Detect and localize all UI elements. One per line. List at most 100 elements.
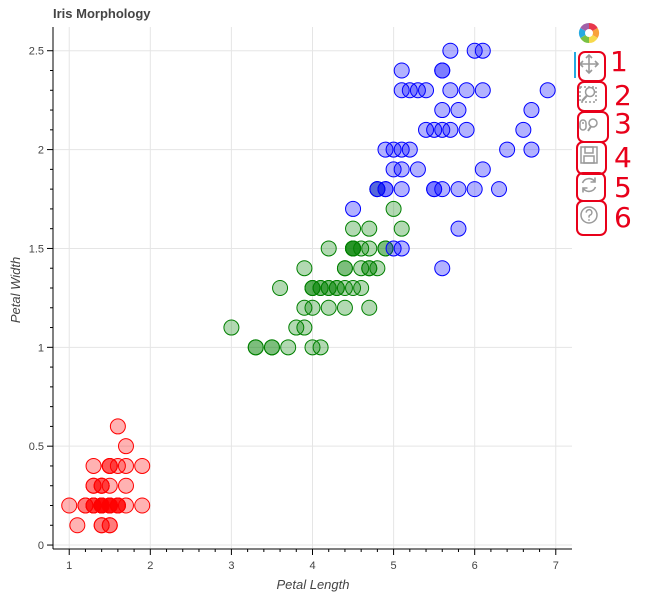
data-point — [117, 457, 134, 474]
annotation-box-3 — [577, 111, 609, 143]
data-point — [320, 299, 337, 316]
data-point — [93, 497, 110, 514]
data-point — [296, 319, 313, 336]
data-point — [450, 102, 467, 119]
y-tick-label: 2.5 — [29, 46, 44, 58]
data-point — [442, 42, 459, 59]
axes: 1 2 3 4 5 6 7 0 0.5 1 1.5 2 2.5 — [29, 27, 572, 572]
data-point — [304, 280, 321, 296]
data-point — [328, 280, 345, 296]
annotation-number-4: 4 — [614, 141, 632, 174]
data-point — [385, 141, 402, 158]
bokeh-logo-icon[interactable] — [578, 22, 604, 46]
grid — [53, 27, 572, 549]
annotation-box-4 — [576, 141, 607, 175]
data-point — [345, 280, 362, 296]
x-tick-label: 4 — [309, 560, 315, 572]
data-point — [426, 181, 443, 198]
data-point — [539, 82, 556, 99]
data-point — [101, 517, 118, 534]
data-point — [101, 457, 118, 474]
data-point — [474, 161, 491, 178]
x-tick-label: 3 — [228, 560, 234, 572]
data-point — [401, 82, 418, 99]
data-point — [353, 240, 370, 257]
y-tick-label: 0 — [38, 540, 44, 552]
data-point — [499, 141, 516, 158]
data-point — [377, 141, 394, 158]
x-tick-label: 1 — [66, 560, 72, 572]
y-tick-label: 1.5 — [29, 243, 44, 255]
data-point — [393, 82, 410, 99]
data-point — [134, 497, 151, 514]
data-point — [320, 280, 337, 296]
data-point — [345, 200, 362, 217]
data-point — [466, 181, 483, 198]
data-point — [263, 339, 280, 356]
reset-icon[interactable] — [578, 174, 604, 198]
chart-title: Iris Morphology — [53, 6, 151, 21]
data-point — [442, 121, 459, 138]
data-point — [353, 280, 370, 296]
data-point — [474, 42, 491, 59]
data-point — [134, 457, 151, 474]
annotation-box-1 — [578, 51, 606, 82]
pan-icon[interactable] — [578, 53, 604, 77]
data-point — [401, 141, 418, 158]
data-point — [85, 457, 102, 474]
active-tool-indicator — [574, 52, 576, 78]
x-tick-label: 7 — [553, 560, 559, 572]
wheel-zoom-icon[interactable] — [578, 114, 604, 138]
save-icon[interactable] — [578, 144, 604, 168]
data-point — [101, 497, 118, 514]
data-point — [458, 121, 475, 138]
data-point — [523, 141, 540, 158]
data-point — [345, 220, 362, 237]
data-point — [304, 339, 321, 356]
data-point — [109, 497, 126, 514]
data-point — [418, 121, 435, 138]
data-point — [393, 161, 410, 178]
y-tick-label: 0.5 — [29, 441, 44, 453]
data-point — [434, 62, 451, 79]
data-point — [393, 62, 410, 79]
annotation-number-5: 5 — [614, 171, 632, 204]
data-point — [434, 260, 451, 277]
y-axis-label: Petal Width — [8, 257, 23, 323]
data-point — [393, 240, 410, 257]
data-point — [523, 102, 540, 119]
data-point — [393, 141, 410, 158]
annotation-number-6: 6 — [614, 201, 632, 234]
annotation-box-6 — [576, 200, 607, 236]
data-point — [409, 82, 426, 99]
annotation-box-2 — [577, 81, 607, 112]
data-point — [296, 260, 313, 277]
annotation-number-2: 2 — [614, 79, 632, 112]
data-point — [101, 477, 118, 494]
annotation-number-3: 3 — [614, 107, 632, 140]
data-point — [474, 82, 491, 99]
data-point — [280, 339, 297, 356]
data-point — [69, 517, 86, 534]
data-point — [434, 181, 451, 198]
data-point — [458, 82, 475, 99]
y-tick-label: 2 — [38, 145, 44, 157]
data-point — [85, 477, 102, 494]
data-point — [515, 121, 532, 138]
data-point — [336, 280, 353, 296]
data-point — [393, 220, 410, 237]
data-point — [109, 418, 126, 435]
data-point — [361, 240, 378, 257]
data-point — [450, 181, 467, 198]
help-icon[interactable] — [578, 204, 604, 228]
data-point — [345, 240, 362, 257]
x-tick-label: 2 — [147, 560, 153, 572]
data-point — [304, 299, 321, 316]
data-point — [85, 497, 102, 514]
data-point — [418, 82, 435, 99]
box-zoom-icon[interactable] — [578, 83, 604, 107]
annotation-number-1: 1 — [610, 45, 628, 78]
y-tick-label: 1 — [38, 342, 44, 354]
data-point — [377, 240, 394, 257]
